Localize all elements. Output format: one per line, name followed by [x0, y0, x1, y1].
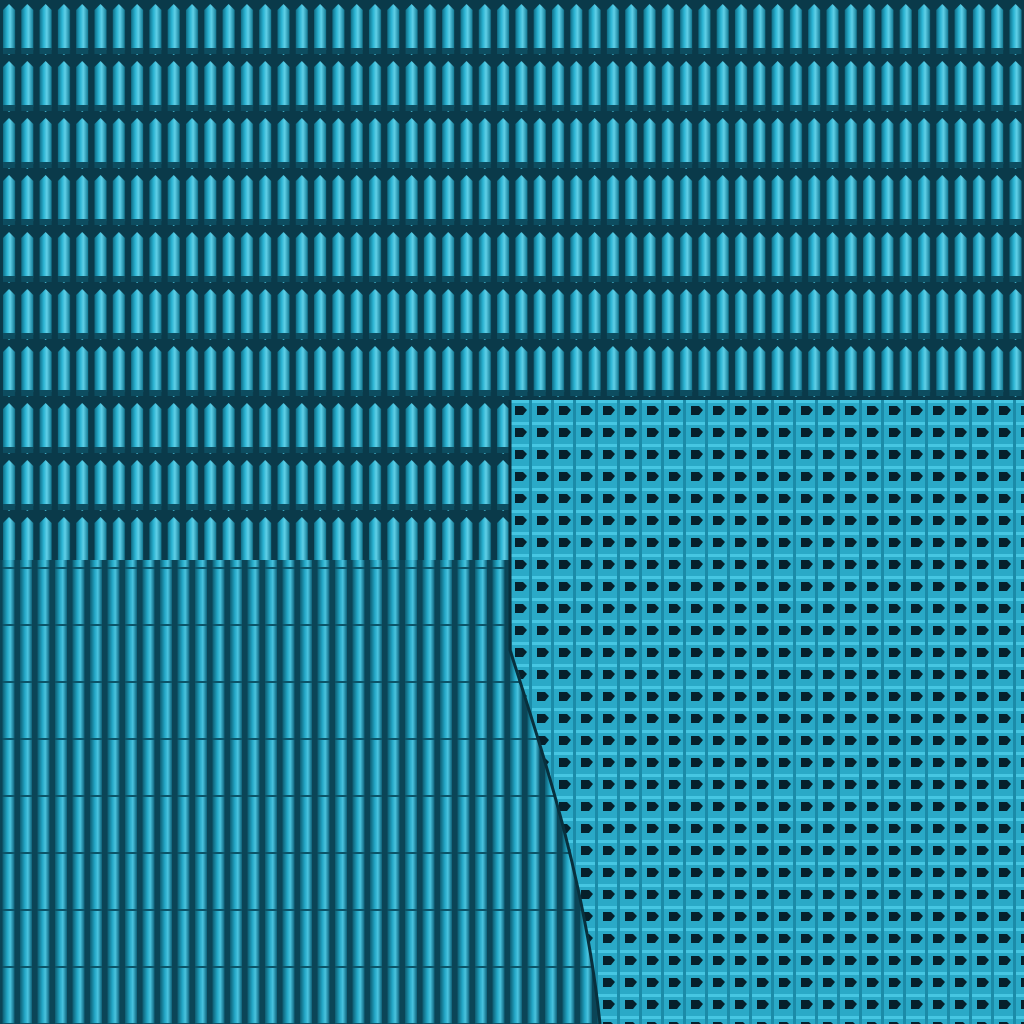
- lower-right-grid: [510, 400, 1024, 1024]
- grid-edge: [508, 400, 602, 1024]
